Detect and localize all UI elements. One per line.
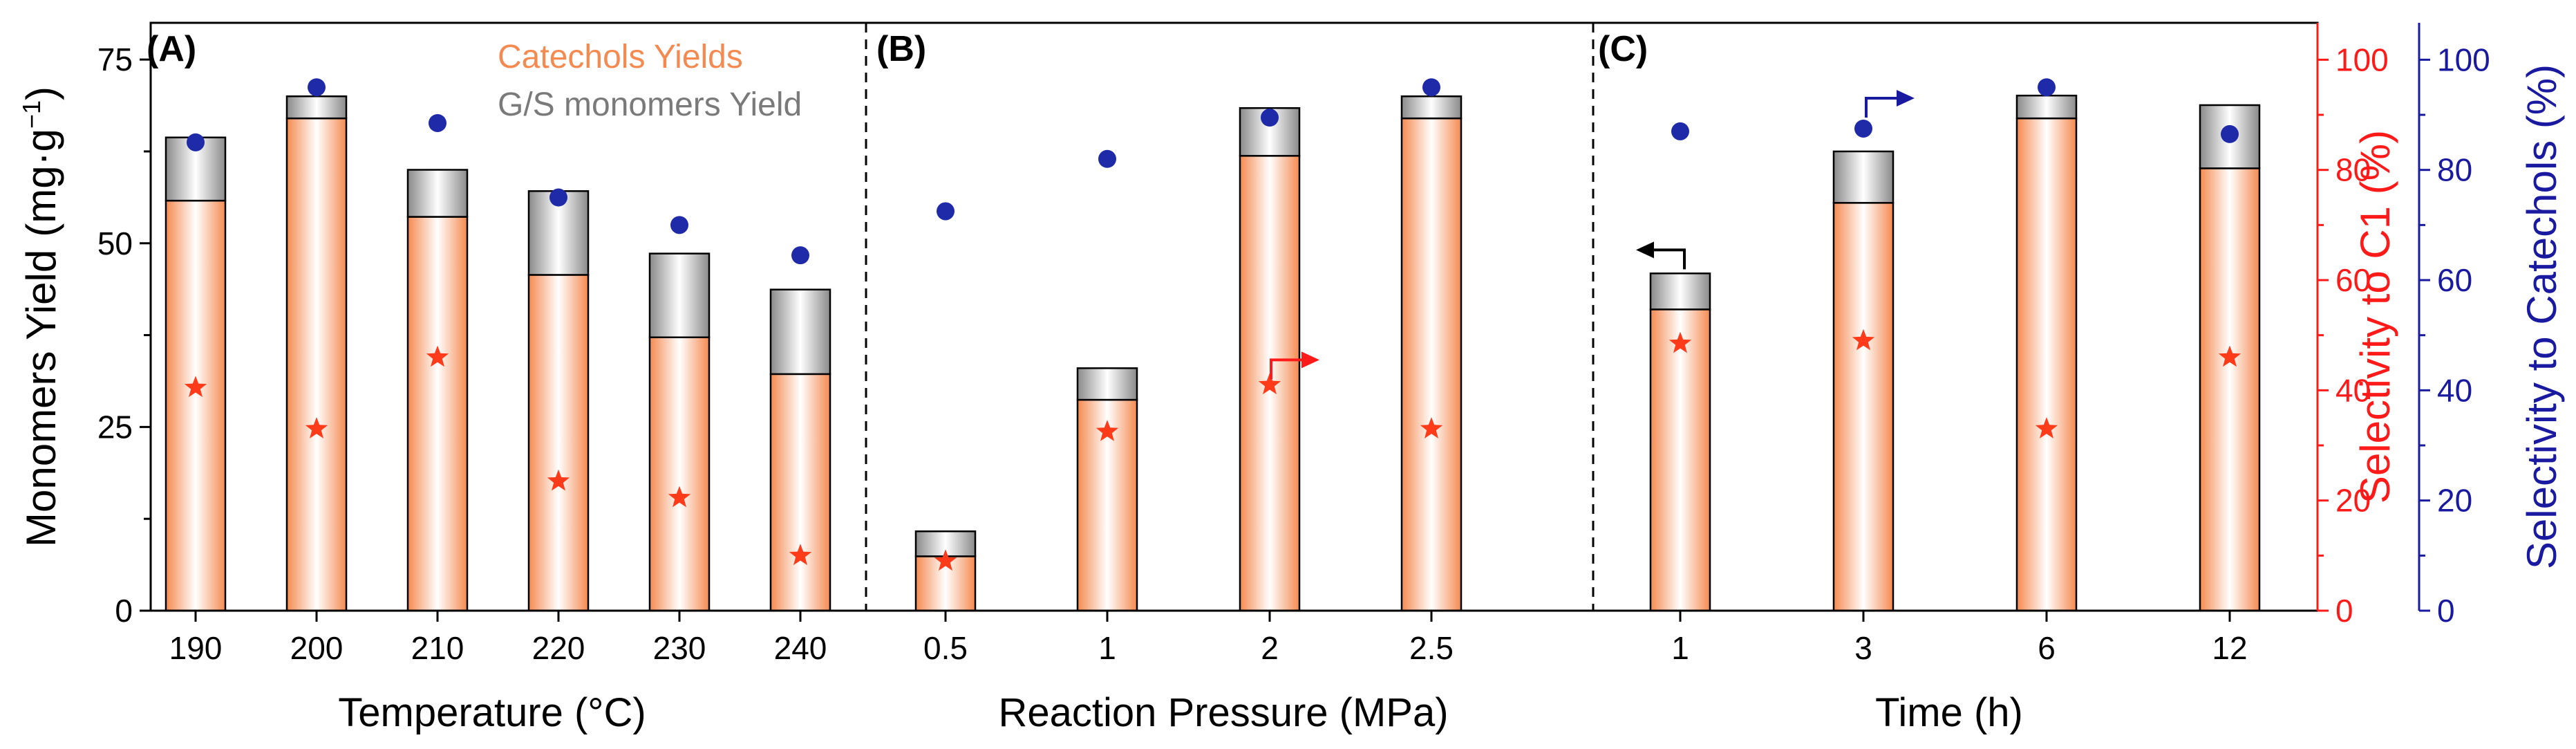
catechols-tick-label-40: 40 <box>2437 372 2472 408</box>
legend-gs: G/S monomers Yield <box>498 86 802 123</box>
x-tick-label-c-6: 6 <box>2038 630 2056 666</box>
star-c1-c-12 <box>2218 345 2241 367</box>
dot-catechols-a-240 <box>791 246 809 265</box>
star-c1-b-2-5 <box>1420 417 1443 438</box>
arrow-c1-annotation <box>1270 351 1319 380</box>
bar-catechols-a-190 <box>164 199 227 612</box>
bar-catechols-b-2-5 <box>1400 117 1463 612</box>
star-c1-a-200 <box>305 417 328 438</box>
dot-catechols-a-230 <box>670 216 688 234</box>
arrow-yield-annotation <box>1636 241 1686 270</box>
left-axis-title: Monomers Yield(mg·g−1) <box>17 86 64 547</box>
star-c1-c-6 <box>2035 417 2058 438</box>
legend-catechols: Catechols Yields <box>498 39 743 75</box>
x-tick-label-a-200: 200 <box>290 630 344 666</box>
bar-catechols-c-6 <box>2015 117 2078 612</box>
bar-gs-c-1 <box>1649 272 1711 311</box>
left-tick-label-50: 50 <box>97 225 133 261</box>
x-tick-label-b-1: 1 <box>1098 630 1116 666</box>
star-c1-a-220 <box>547 469 570 491</box>
dot-catechols-b-0-5 <box>937 202 955 221</box>
bar-catechols-a-240 <box>769 373 831 612</box>
star-c1-a-210 <box>426 345 449 367</box>
dot-catechols-c-6 <box>2038 78 2056 97</box>
star-c1-b-0-5 <box>934 549 957 571</box>
x-tick-label-c-3: 3 <box>1854 630 1872 666</box>
bar-gs-a-230 <box>648 252 711 338</box>
star-c1-a-230 <box>668 486 691 508</box>
bar-catechols-a-210 <box>406 216 469 612</box>
c1-tick-label-40: 40 <box>2335 372 2371 408</box>
dot-catechols-c-1 <box>1671 122 1689 140</box>
xlabel-pressure: Reaction Pressure (MPa) <box>998 690 1448 735</box>
panel-tag-a: (A) <box>147 29 196 69</box>
dot-catechols-a-200 <box>308 78 326 97</box>
plot-frame <box>149 21 2319 612</box>
bar-gs-a-240 <box>769 288 831 376</box>
panel-tag-c: (C) <box>1598 29 1648 69</box>
c1-tick-label-60: 60 <box>2335 262 2371 298</box>
axes-layer: 190 200 210 220 230 240 0.5 1 2 2.5 1 3 6 12025507502… <box>97 41 2490 666</box>
x-tick-label-a-240: 240 <box>774 630 827 666</box>
catechols-tick-label-20: 20 <box>2437 483 2472 519</box>
dot-catechols-a-220 <box>549 188 567 207</box>
star-c1-c-3 <box>1852 329 1875 351</box>
bar-gs-a-210 <box>406 169 469 218</box>
dot-catechols-c-3 <box>1854 119 1872 138</box>
star-c1-b-2 <box>1258 373 1281 395</box>
c1-tick-label-80: 80 <box>2335 152 2371 188</box>
x-tick-label-a-190: 190 <box>169 630 223 666</box>
left-tick-label-25: 25 <box>97 409 133 445</box>
catechols-axis-title: Selectivity to Catechols (%) <box>2519 64 2565 569</box>
x-tick-label-c-12: 12 <box>2212 630 2247 666</box>
dot-catechols-a-190 <box>187 133 205 151</box>
c1-tick-label-100: 100 <box>2335 41 2389 77</box>
left-tick-label-75: 75 <box>97 41 133 77</box>
dot-catechols-b-2 <box>1261 109 1279 127</box>
bar-gs-c-12 <box>2199 104 2261 169</box>
bar-gs-b-2-5 <box>1400 95 1463 120</box>
bar-catechols-a-220 <box>527 274 590 612</box>
dot-catechols-c-12 <box>2221 124 2239 143</box>
x-tick-label-b-0-5: 0.5 <box>923 630 968 666</box>
markers-layer <box>184 78 2241 571</box>
bars-layer <box>164 94 2261 612</box>
star-c1-c-1 <box>1668 331 1692 353</box>
catechols-tick-label-60: 60 <box>2437 262 2472 298</box>
xlabel-time: Time (h) <box>1875 690 2023 735</box>
catechols-tick-label-100: 100 <box>2437 41 2490 77</box>
xlabel-temperature: Temperature (°C) <box>338 690 646 735</box>
catechols-tick-label-80: 80 <box>2437 152 2472 188</box>
c1-axis-title: Selectivity to C1 (%) <box>2352 130 2398 503</box>
star-c1-b-1 <box>1096 420 1119 441</box>
bar-catechols-c-3 <box>1832 202 1895 612</box>
bar-catechols-a-200 <box>285 117 348 612</box>
bar-gs-b-1 <box>1076 367 1138 401</box>
bar-gs-c-3 <box>1832 150 1895 204</box>
star-c1-a-240 <box>789 544 812 566</box>
bar-gs-c-6 <box>2015 94 2078 120</box>
x-tick-label-b-2-5: 2.5 <box>1409 630 1454 666</box>
left-tick-label-0: 0 <box>115 593 133 629</box>
arrow-catechols-annotation <box>1865 89 1915 118</box>
c1-tick-label-0: 0 <box>2335 593 2353 629</box>
x-tick-label-a-210: 210 <box>411 630 464 666</box>
x-tick-label-a-220: 220 <box>532 630 585 666</box>
panel-tag-b: (B) <box>876 29 926 69</box>
x-tick-label-b-2: 2 <box>1261 630 1279 666</box>
c1-tick-label-20: 20 <box>2335 483 2371 519</box>
bar-gs-a-200 <box>285 95 348 120</box>
x-tick-label-c-1: 1 <box>1671 630 1689 666</box>
annotations-layer <box>1270 89 1915 380</box>
bar-catechols-c-1 <box>1649 308 1711 612</box>
dot-catechols-b-2-5 <box>1422 78 1440 97</box>
x-tick-label-a-230: 230 <box>653 630 706 666</box>
dot-catechols-a-210 <box>429 113 446 132</box>
bar-catechols-a-230 <box>648 336 711 612</box>
dot-catechols-b-1 <box>1098 149 1116 168</box>
star-c1-a-190 <box>184 376 207 398</box>
bar-catechols-c-12 <box>2199 167 2261 612</box>
catechols-tick-label-0: 0 <box>2437 593 2455 629</box>
